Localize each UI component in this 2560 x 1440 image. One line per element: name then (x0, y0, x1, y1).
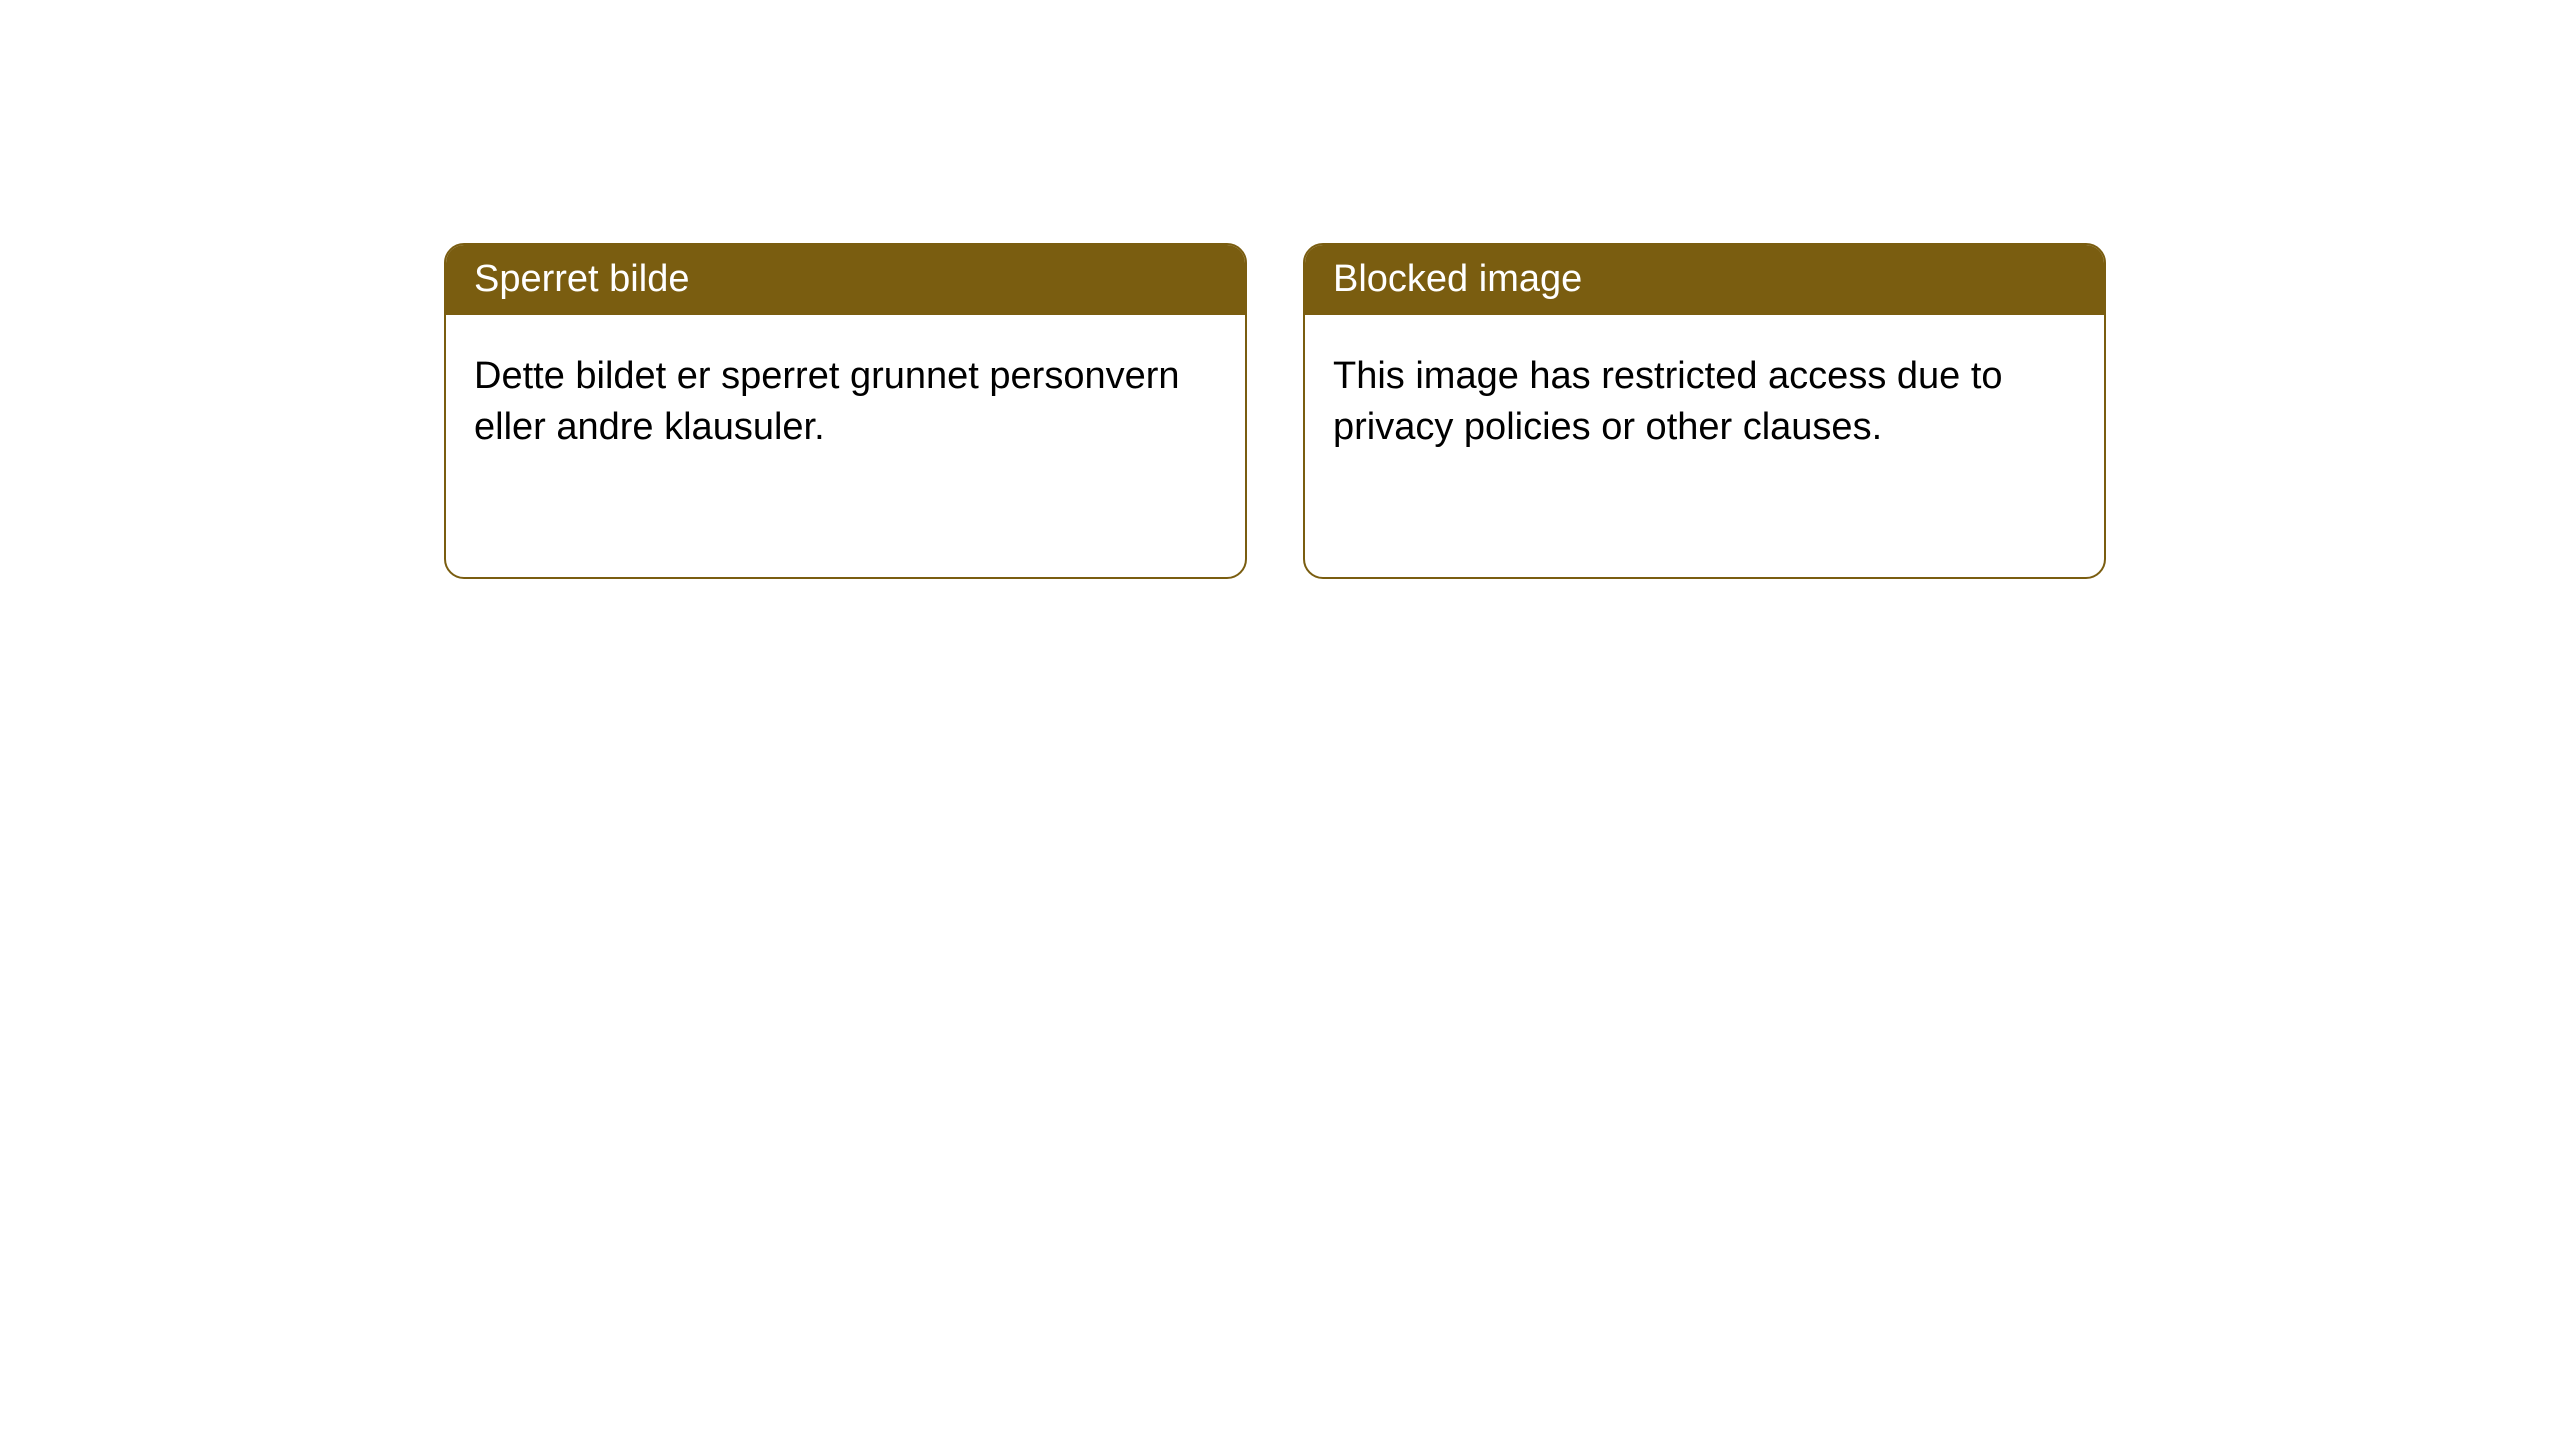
notice-cards-container: Sperret bilde Dette bildet er sperret gr… (444, 243, 2106, 579)
notice-card-body: Dette bildet er sperret grunnet personve… (446, 315, 1245, 490)
notice-card-english: Blocked image This image has restricted … (1303, 243, 2106, 579)
notice-card-body: This image has restricted access due to … (1305, 315, 2104, 490)
notice-card-title: Blocked image (1305, 245, 2104, 315)
notice-card-title: Sperret bilde (446, 245, 1245, 315)
notice-card-norwegian: Sperret bilde Dette bildet er sperret gr… (444, 243, 1247, 579)
